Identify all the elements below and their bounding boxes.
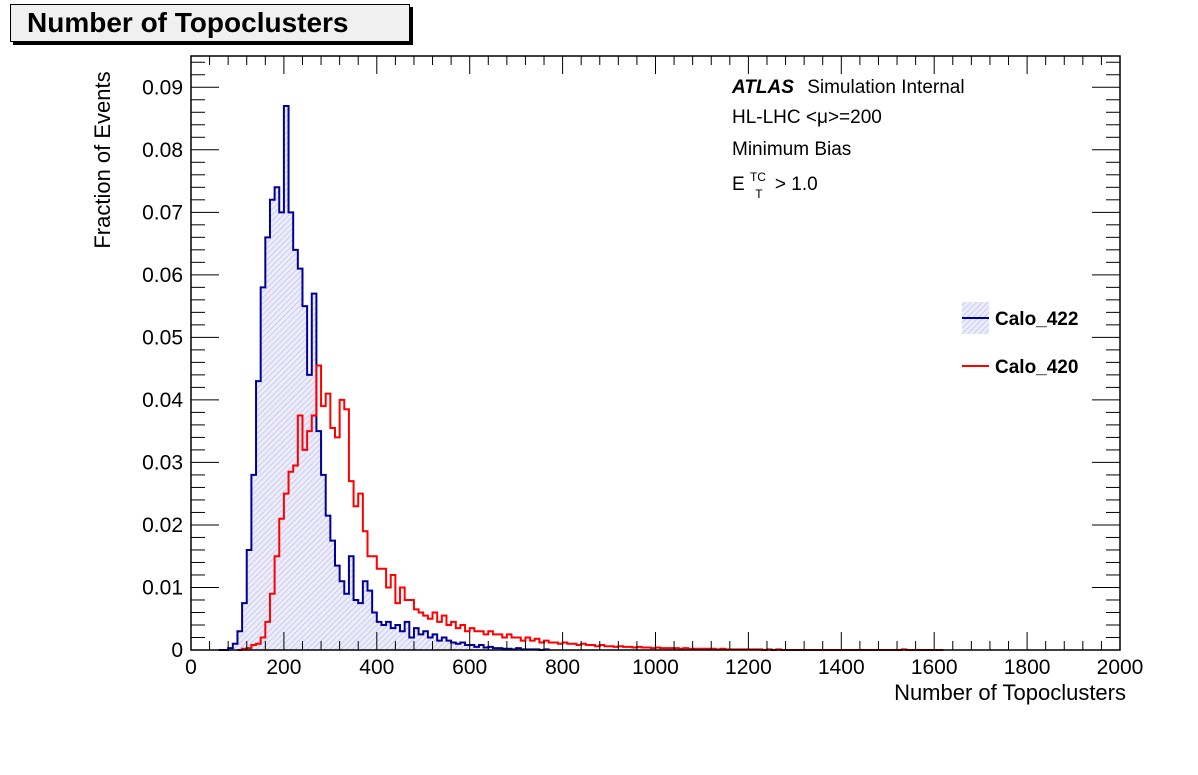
- y-tick-label: 0.05: [142, 326, 183, 349]
- y-tick-label: 0.09: [142, 76, 183, 99]
- legend-label-calo-422: Calo_422: [995, 309, 1078, 330]
- x-tick-label: 1400: [818, 656, 865, 679]
- fill-layer: [218, 106, 549, 650]
- x-tick-label: 1200: [725, 656, 772, 679]
- y-tick-label: 0: [171, 639, 183, 662]
- x-tick-label: 400: [359, 656, 394, 679]
- x-tick-label: 600: [452, 656, 487, 679]
- atlas-label: ATLAS: [731, 77, 794, 98]
- series-fill-calo-422: [218, 106, 549, 650]
- x-tick-label: 1000: [632, 656, 679, 679]
- y-tick-label: 0.01: [142, 576, 183, 599]
- legend-label-calo-420: Calo_420: [995, 357, 1078, 378]
- y-tick-label: 0.06: [142, 264, 183, 287]
- axes-layer: 0 200 400 600 800 1000 1200 1400 1600 1800 2000 0 0.…: [142, 55, 1144, 679]
- annotation-minbias: Minimum Bias: [732, 139, 851, 160]
- x-tick-label: 200: [266, 656, 301, 679]
- chart-title: Number of Topoclusters: [10, 4, 410, 42]
- x-tick-label: 2000: [1097, 656, 1144, 679]
- x-tick-label: 0: [185, 656, 197, 679]
- x-tick-label: 800: [545, 656, 580, 679]
- annotation-block: ATLAS Simulation Internal HL-LHC <μ>=200…: [731, 77, 965, 203]
- y-tick-label: 0.03: [142, 451, 183, 474]
- annotation-et-cut: E TC T > 1.0: [732, 165, 818, 203]
- annotation-hllhc: HL-LHC <μ>=200: [732, 107, 882, 128]
- legend: Calo_422 Calo_420: [962, 302, 1078, 378]
- x-tick-label: 1600: [911, 656, 958, 679]
- x-tick-label: 1800: [1004, 656, 1051, 679]
- svg-text:ATLAS Simulation Interna: ATLAS Simulation Internal: [731, 77, 965, 98]
- y-tick-label: 0.02: [142, 514, 183, 537]
- x-axis-label: Number of Topoclusters: [894, 680, 1126, 705]
- y-tick-label: 0.04: [142, 389, 183, 412]
- y-tick-label: 0.07: [142, 201, 183, 224]
- y-axis-label: Fraction of Events: [90, 71, 115, 248]
- atlas-suffix: Simulation Internal: [807, 77, 964, 98]
- y-tick-label: 0.08: [142, 139, 183, 162]
- series-line-calo-422: [218, 105, 550, 651]
